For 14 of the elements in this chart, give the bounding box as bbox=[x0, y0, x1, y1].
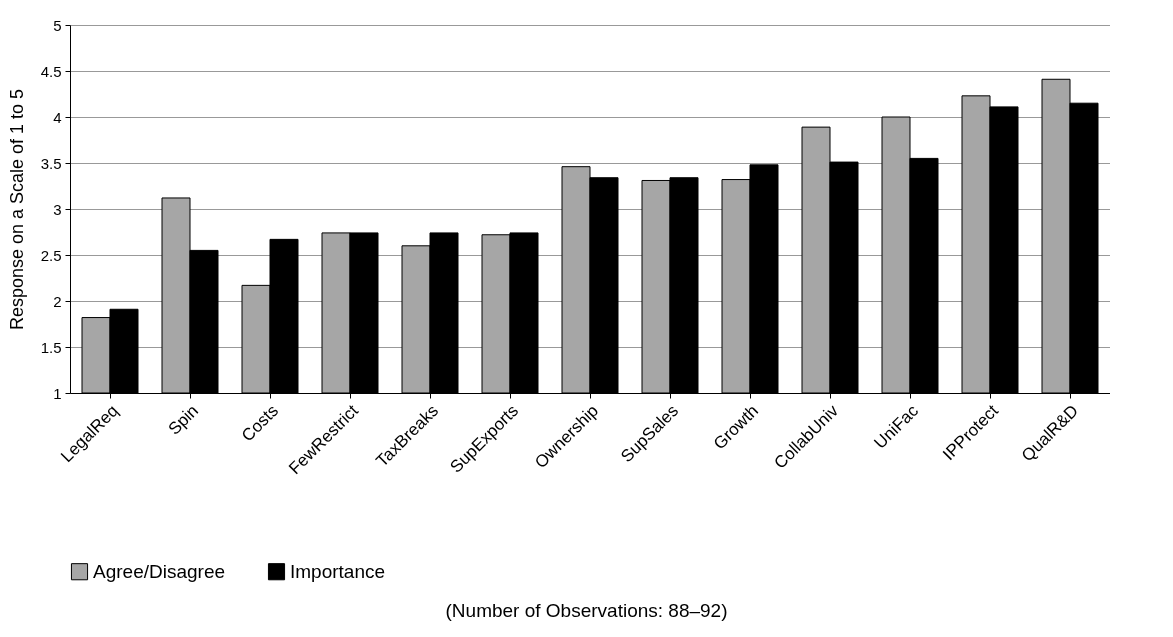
y-tick-label: 5 bbox=[53, 16, 62, 34]
y-tick-label: 4.5 bbox=[40, 62, 62, 80]
y-axis-title: Response on a Scale of 1 to 5 bbox=[6, 88, 27, 331]
text: (Number of Observations: 88–92) bbox=[444, 600, 729, 622]
legend-label: Agree/Disagree bbox=[93, 560, 226, 582]
y-tick-label: 2.5 bbox=[40, 246, 62, 264]
y-tick-label: 4 bbox=[53, 108, 62, 126]
x-tick-label: Spin bbox=[164, 401, 203, 439]
y-tick-label: 3 bbox=[53, 200, 62, 218]
y-tick-label: 1 bbox=[53, 384, 62, 402]
y-tick-label: 3.5 bbox=[40, 154, 62, 172]
legend-label: Importance bbox=[290, 560, 386, 582]
y-tick-label: 2 bbox=[53, 292, 62, 310]
y-tick-label: 1.5 bbox=[40, 338, 62, 356]
